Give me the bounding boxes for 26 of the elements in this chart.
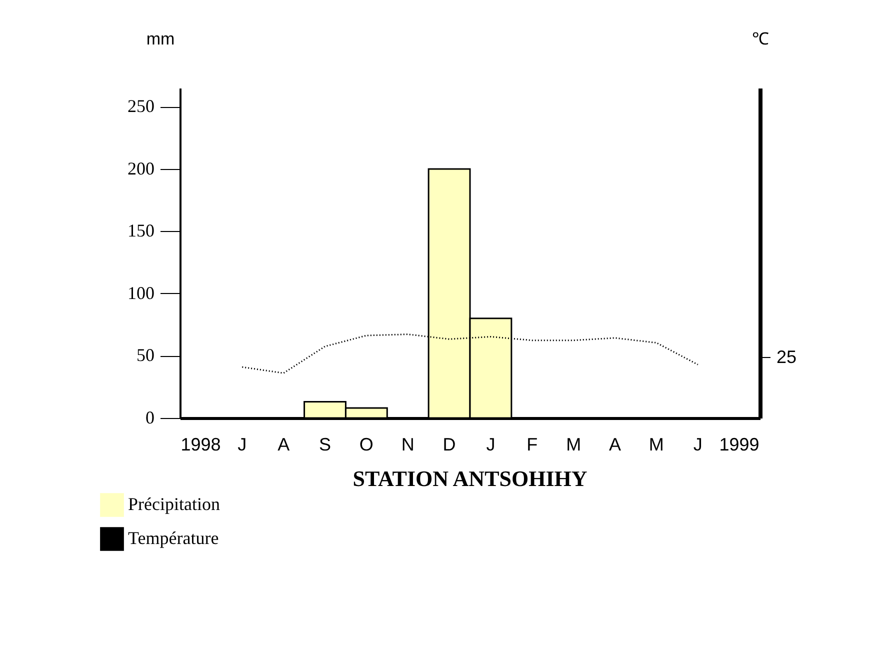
y-tick-label: 150 — [128, 220, 154, 241]
legend-label: Température — [128, 528, 219, 548]
text: STATION ANTSOHIHY — [352, 466, 588, 491]
y-tick-label: 50 — [136, 345, 154, 366]
y-axis-title: mm — [146, 30, 175, 48]
x-tick-label: M — [648, 434, 664, 454]
x-tick-label: S — [318, 434, 332, 454]
y-tick-label: 0 — [146, 408, 154, 428]
x-tick-label: J — [693, 434, 702, 454]
y-tick-label: 100 — [128, 282, 154, 303]
x-tick-label: 1998 — [180, 434, 221, 454]
x-tick-label: F — [526, 434, 538, 454]
y-tick-label: 250 — [128, 96, 154, 116]
legend-label: Précipitation — [128, 494, 220, 514]
x-tick-label: A — [608, 434, 622, 454]
x-tick-label: A — [278, 434, 290, 454]
y2-axis-title: ℃ — [752, 30, 769, 48]
y-tick-label: 200 — [128, 158, 154, 178]
x-tick-label: 1999 — [719, 434, 760, 454]
y2-tick-label: 25 — [776, 346, 797, 367]
x-tick-label: O — [359, 434, 374, 454]
x-tick-label: D — [442, 434, 456, 454]
x-tick-label: N — [401, 434, 414, 454]
x-tick-label: J — [238, 434, 247, 454]
x-tick-label: J — [486, 434, 496, 454]
x-tick-label: M — [566, 434, 582, 454]
